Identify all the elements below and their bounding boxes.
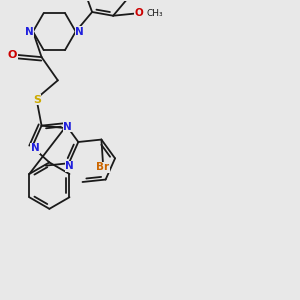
Text: O: O [135,8,143,18]
Text: N: N [63,122,72,131]
Text: N: N [65,161,74,171]
Text: O: O [8,50,17,60]
Text: Br: Br [96,162,110,172]
Text: S: S [33,95,41,105]
Text: N: N [25,27,34,37]
Text: N: N [31,143,40,153]
Text: N: N [75,27,84,37]
Text: CH₃: CH₃ [146,9,163,18]
